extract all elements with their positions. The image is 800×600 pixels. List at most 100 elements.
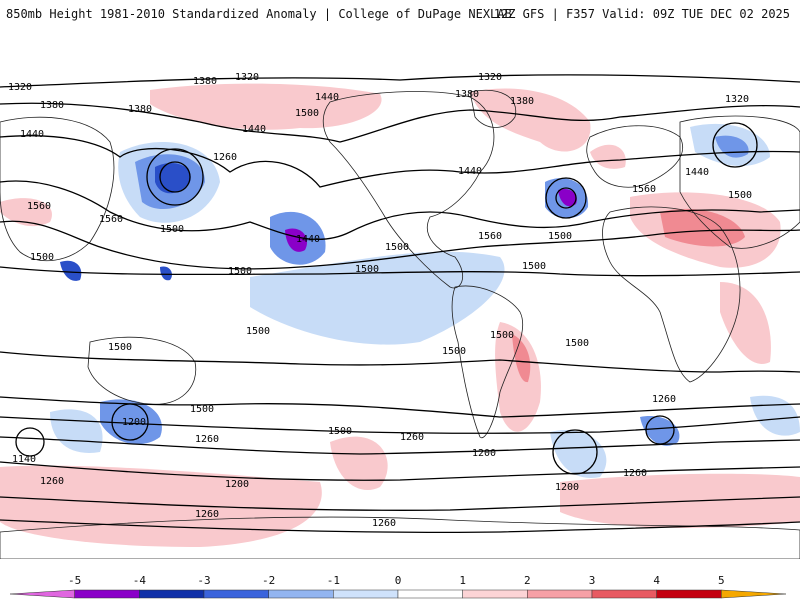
- colorbar-tick-label: 5: [718, 574, 725, 587]
- contour-label: 1320: [725, 94, 749, 105]
- contour-label: 1440: [242, 124, 266, 135]
- contour-label: 1440: [315, 92, 339, 103]
- contour-label: 1500: [108, 342, 132, 353]
- contour-label: 1500: [442, 346, 466, 357]
- contour-label: 1500: [246, 326, 270, 337]
- contour-label: 1500: [228, 266, 252, 277]
- contour-label: 1500: [295, 108, 319, 119]
- contour-label: 1320: [235, 72, 259, 83]
- contour-label: 1500: [548, 231, 572, 242]
- colorbar-tick-label: 4: [653, 574, 660, 587]
- contour-label: 1140: [12, 454, 36, 465]
- chart-title: 850mb Height 1981-2010 Standardized Anom…: [6, 7, 512, 21]
- coastline-asia: [679, 115, 800, 249]
- coastline-africa: [602, 206, 741, 383]
- contour-label: 1440: [20, 129, 44, 140]
- anomaly-pos-west-asia: [0, 198, 52, 227]
- anomaly-neg-west-pacific-small: [160, 266, 172, 281]
- contour-label: 1500: [328, 426, 352, 437]
- colorbar-tick-label: 1: [459, 574, 466, 587]
- contour-label: 1560: [99, 214, 123, 225]
- contour-label: 1500: [190, 404, 214, 415]
- contour-label: 1560: [27, 201, 51, 212]
- coastline-antarctica: [0, 516, 800, 559]
- contour-label: 1260: [652, 394, 676, 405]
- colorbar-tick-label: 0: [395, 574, 402, 587]
- contour-label: 1380: [40, 100, 64, 111]
- contour-low-west-antarctic: [15, 427, 45, 457]
- anomaly-neg-hawaii-core: [285, 228, 308, 252]
- contour-label: 1380: [455, 89, 479, 100]
- contour-label: 1260: [40, 476, 64, 487]
- weather-map[interactable]: 1320 1320 1320 1320 1380 1380 1380 1380 …: [0, 42, 800, 559]
- contour-label: 1260: [400, 432, 424, 443]
- anomaly-neg-tropical-pacific: [250, 251, 505, 345]
- anomaly-pos-greenland: [470, 88, 591, 152]
- colorbar-tick-label: -2: [262, 574, 275, 587]
- contour-label: 1320: [8, 82, 32, 93]
- header-bar: 850mb Height 1981-2010 Standardized Anom…: [0, 0, 800, 26]
- coastline-australia: [87, 336, 197, 405]
- colorbar-segment: [268, 589, 334, 599]
- contour-label: 1500: [728, 190, 752, 201]
- contour-label: 1440: [296, 234, 320, 245]
- anomaly-neg-south-atlantic: [640, 416, 680, 446]
- contour-1320-antarctic: [0, 519, 800, 533]
- colorbar-tick-label: -3: [197, 574, 210, 587]
- contour-label: 1320: [478, 72, 502, 83]
- contour-low-atlantic: [545, 177, 587, 219]
- contour-1380-north: [0, 102, 800, 143]
- anomaly-pos-southern-band-2: [330, 436, 388, 490]
- contour-label: 1200: [555, 482, 579, 493]
- anomaly-pos-eastern-europe: [590, 144, 626, 169]
- contour-label: 1500: [30, 252, 54, 263]
- colorbar-segment: [74, 589, 140, 599]
- colorbar-tick-label: 3: [589, 574, 596, 587]
- colorbar-tick-label: -1: [327, 574, 340, 587]
- colorbar-tick-labels: -5 -4 -3 -2 -1 0 1 2 3 4 5: [68, 574, 725, 587]
- contour-label: 1500: [385, 242, 409, 253]
- contour-label: 1260: [623, 468, 647, 479]
- contour-low-siberia: [712, 122, 758, 168]
- colorbar-segments: [9, 589, 787, 599]
- model-run-info: 12Z GFS | F357 Valid: 09Z TUE DEC 02 202…: [493, 7, 790, 21]
- contour-label: 1500: [522, 261, 546, 272]
- contour-1380-south: [0, 416, 800, 434]
- contour-1440-north: [0, 135, 800, 188]
- coastline-europe: [586, 125, 683, 188]
- colorbar-segment: [9, 589, 75, 599]
- contour-1320-south: [0, 436, 800, 455]
- anomaly-neg-aleutian-core: [155, 162, 191, 194]
- contour-label: 1200: [472, 448, 496, 459]
- anomaly-neg-asia-small: [60, 260, 82, 281]
- height-contours: [0, 74, 800, 533]
- contour-label: 1440: [458, 166, 482, 177]
- anomaly-pos-sahara-core: [660, 208, 745, 247]
- coastline-greenland: [469, 90, 517, 128]
- colorbar-segment: [397, 589, 463, 599]
- contour-low-south-atlantic: [645, 415, 675, 445]
- anomaly-pos-southern-band-1: [0, 465, 322, 547]
- coastline-north-america: [322, 91, 495, 289]
- contour-label: 1500: [355, 264, 379, 275]
- contour-label: 1500: [490, 330, 514, 341]
- anomaly-neg-atlantic-core: [558, 188, 577, 207]
- colorbar-segment: [462, 589, 528, 599]
- anomaly-pos-africa-east: [720, 282, 771, 364]
- colorbar-segment: [333, 589, 399, 599]
- coastline-east-asia: [0, 116, 115, 262]
- contour-1500-south: [0, 351, 800, 373]
- contour-low-south-pacific: [552, 429, 598, 475]
- colorbar-segment: [656, 589, 722, 599]
- contour-label: 1500: [160, 224, 184, 235]
- contour-label: 1560: [632, 184, 656, 195]
- contour-low-atlantic-inner: [555, 187, 577, 209]
- contour-label: 1380: [510, 96, 534, 107]
- contour-label: 1260: [372, 518, 396, 529]
- colorbar-tick-label: -4: [133, 574, 147, 587]
- contour-1500-tropics: [0, 266, 800, 277]
- contour-labels: 1320 1320 1320 1320 1380 1380 1380 1380 …: [8, 72, 752, 529]
- contour-1320-north: [0, 74, 800, 88]
- contour-1560-north: [0, 220, 800, 270]
- contour-label: 1440: [685, 167, 709, 178]
